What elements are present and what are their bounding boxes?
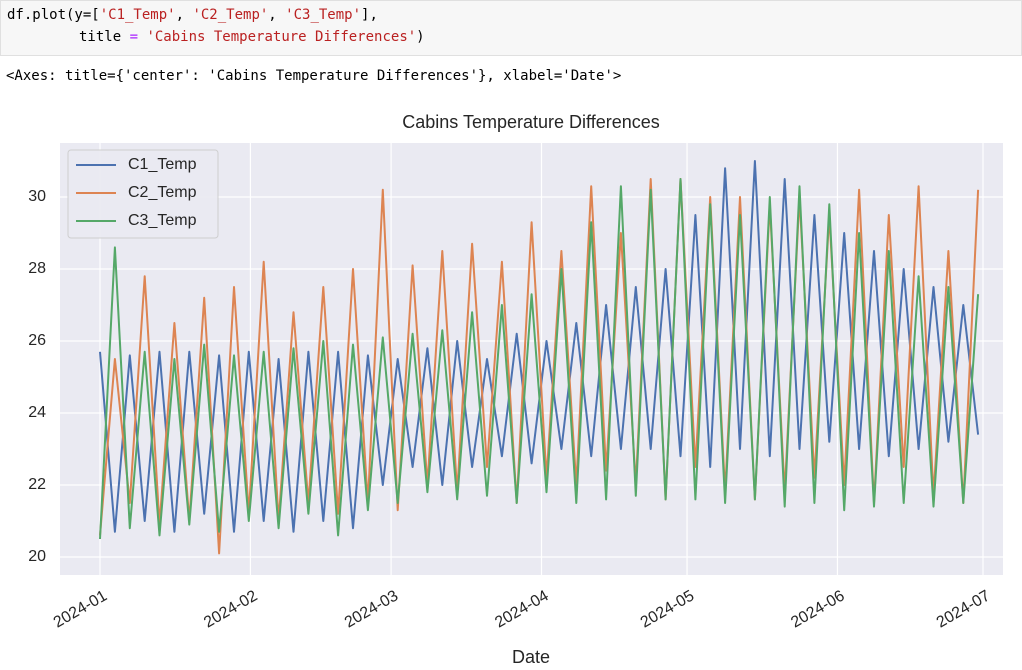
y-tick-label: 24 <box>28 404 46 421</box>
series-line <box>99 178 980 540</box>
legend-label: C1_Temp <box>128 156 197 173</box>
code-token: 'C2_Temp' <box>192 7 269 23</box>
code-token: 'C3_Temp' <box>285 7 362 23</box>
cell-output: <Axes: title={'center': 'Cabins Temperat… <box>6 68 622 84</box>
code-cell: df.plot(y=['C1_Temp', 'C2_Temp', 'C3_Tem… <box>0 0 1022 56</box>
y-tick-label: 20 <box>28 548 46 565</box>
x-tick-label: 2024-06 <box>788 587 847 631</box>
code-token: ], <box>361 7 378 23</box>
y-tick-label: 30 <box>28 188 46 205</box>
y-tick-label: 28 <box>28 260 46 277</box>
code-token: , <box>175 7 193 23</box>
code-line: title = 'Cabins Temperature Differences'… <box>79 29 425 45</box>
legend: C1_Temp C2_Temp C3_Temp <box>67 149 219 239</box>
y-tick-label: 26 <box>28 332 46 349</box>
x-tick-label: 2024-04 <box>492 587 551 631</box>
code-token: 'C1_Temp' <box>99 7 176 23</box>
x-tick-label: 2024-01 <box>51 587 110 631</box>
x-axis-label: Date <box>512 647 550 667</box>
x-tick-label: 2024-02 <box>201 587 260 631</box>
x-tick-label: 2024-07 <box>934 587 993 631</box>
code-token: , <box>268 7 286 23</box>
code-token: = <box>121 29 147 45</box>
legend-box <box>67 149 219 239</box>
chart-title: Cabins Temperature Differences <box>402 112 659 132</box>
code-token: 'Cabins Temperature Differences' <box>146 29 417 45</box>
code-token: ) <box>416 29 425 45</box>
x-tick-label: 2024-05 <box>638 587 697 631</box>
code-line: df.plot(y=['C1_Temp', 'C2_Temp', 'C3_Tem… <box>7 7 378 23</box>
code-token: df.plot(y=[ <box>7 7 100 23</box>
y-tick-label: 22 <box>28 476 46 493</box>
code-token: title <box>79 29 122 45</box>
legend-label: C2_Temp <box>128 184 197 201</box>
legend-label: C3_Temp <box>128 212 197 229</box>
x-tick-label: 2024-03 <box>342 587 401 631</box>
